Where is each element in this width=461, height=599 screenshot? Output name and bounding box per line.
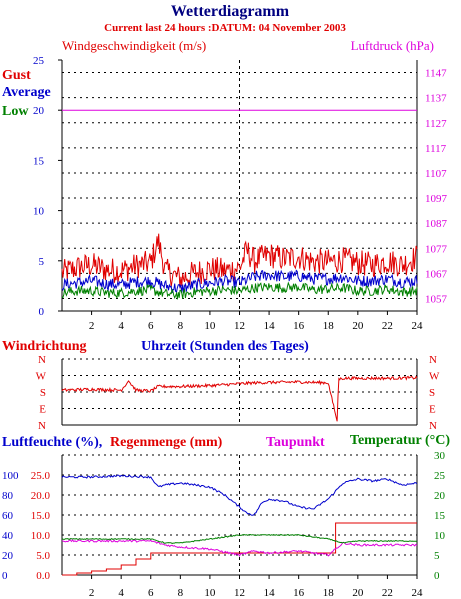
- legend-low: Low: [2, 104, 29, 119]
- x-tick-label-bottom: 2: [89, 587, 95, 599]
- wind-axis-label: Windgeschwindigkeit (m/s): [62, 38, 206, 53]
- wind-panel: 0 5 10 15 20 25 1057 1067 1077 1087 1097 1107 1117 11…: [33, 55, 448, 332]
- direction-y-tick: N: [38, 420, 46, 432]
- series-average: [61, 269, 418, 294]
- wind-y-tick: 0: [39, 306, 45, 318]
- humidity-y-tick: 60: [2, 510, 14, 522]
- rain-y-tick: 20.0: [31, 490, 51, 502]
- pressure-y-tick: 1147: [425, 68, 447, 80]
- pressure-y-tick: 1137: [425, 93, 447, 105]
- humidity-y-tick: 80: [2, 490, 14, 502]
- temperature-y-tick: 0: [434, 570, 440, 582]
- series-temperatur: [61, 533, 418, 544]
- x-tick-label-bottom: 12: [234, 587, 245, 599]
- pressure-y-tick: 1077: [425, 243, 448, 255]
- temperature-axis-label: Temperatur (°C): [350, 433, 450, 448]
- series-low: [61, 281, 418, 300]
- x-tick-label: 4: [118, 320, 124, 332]
- humidity-y-tick: 40: [2, 530, 14, 542]
- x-tick-label-bottom: 10: [204, 587, 216, 599]
- direction-axis-label: Windrichtung: [2, 339, 87, 354]
- pressure-y-tick: 1107: [425, 168, 447, 180]
- direction-panel: N NW WS SE EN N: [36, 354, 440, 432]
- humidity-y-tick: 20: [2, 550, 14, 562]
- x-tick-label-bottom: 22: [382, 587, 393, 599]
- rain-y-tick: 25.0: [31, 470, 51, 482]
- x-tick-label: 22: [382, 320, 393, 332]
- wind-y-tick: 5: [39, 256, 45, 268]
- x-tick-label: 14: [264, 320, 276, 332]
- pressure-axis-label: Luftdruck (hPa): [351, 38, 434, 53]
- x-tick-label-bottom: 18: [323, 587, 335, 599]
- pressure-y-tick: 1117: [425, 143, 447, 155]
- temperature-y-tick: 30: [434, 450, 446, 462]
- series-windrichtung: [61, 375, 418, 422]
- x-tick-label-bottom: 4: [118, 587, 124, 599]
- legend-gust: Gust: [2, 68, 31, 83]
- time-axis-label: Uhrzeit (Stunden des Tages): [141, 339, 309, 354]
- series-regenmenge: [62, 522, 417, 576]
- direction-y-tick: E: [39, 404, 46, 416]
- rain-y-tick: 5.0: [36, 550, 50, 562]
- humidity-panel: 0 0.0 20 5.0 40 10.0 60 15.0 80 20.0 100 25.0 0 5 10 15…: [2, 450, 446, 599]
- wind-y-tick: 20: [33, 105, 45, 117]
- x-tick-label-bottom: 16: [293, 587, 305, 599]
- legend-average: Average: [2, 85, 51, 100]
- x-tick-label: 16: [293, 320, 305, 332]
- series-gust: [61, 233, 418, 289]
- wind-y-tick: 15: [33, 155, 45, 167]
- dewpoint-label: Taupunkt: [266, 435, 325, 450]
- direction-y2-tick: S: [429, 387, 435, 399]
- pressure-y-tick: 1127: [425, 118, 447, 130]
- humidity-axis-label: Luftfeuchte (%),: [2, 435, 102, 450]
- x-tick-label: 2: [89, 320, 95, 332]
- direction-y2-tick: N: [429, 354, 437, 366]
- chart-title: Wetterdiagramm: [171, 3, 290, 20]
- direction-y2-tick: W: [429, 371, 440, 383]
- temperature-y-tick: 15: [434, 510, 446, 522]
- direction-y-tick: N: [38, 354, 46, 366]
- wind-y-tick: 25: [33, 55, 45, 67]
- temperature-y-tick: 5: [434, 550, 440, 562]
- humidity-y-tick: 100: [2, 470, 19, 482]
- series-luftfeuchte: [61, 474, 418, 516]
- x-tick-label: 8: [178, 320, 184, 332]
- series-taupunkt: [61, 539, 418, 557]
- temperature-y-tick: 20: [434, 490, 446, 502]
- x-tick-label-bottom: 6: [148, 587, 154, 599]
- rain-y-tick: 10.0: [31, 530, 51, 542]
- x-tick-label: 10: [204, 320, 216, 332]
- x-tick-label: 6: [148, 320, 154, 332]
- chart-subtitle: Current last 24 hours :DATUM: 04 Novembe…: [104, 22, 346, 34]
- temperature-y-tick: 10: [434, 530, 446, 542]
- direction-y-tick: W: [36, 371, 47, 383]
- pressure-y-tick: 1087: [425, 218, 448, 230]
- rain-y-tick: 0.0: [36, 570, 50, 582]
- direction-y2-tick: N: [429, 420, 437, 432]
- x-tick-label: 12: [234, 320, 245, 332]
- x-tick-label: 24: [412, 320, 424, 332]
- direction-y2-tick: E: [429, 404, 436, 416]
- x-tick-label: 18: [323, 320, 335, 332]
- rain-axis-label: Regenmenge (mm): [110, 435, 223, 450]
- x-tick-label-bottom: 24: [412, 587, 424, 599]
- x-tick-label-bottom: 8: [178, 587, 184, 599]
- x-tick-label-bottom: 14: [264, 587, 276, 599]
- direction-y-tick: S: [40, 387, 46, 399]
- x-tick-label-bottom: 20: [352, 587, 364, 599]
- humidity-y-tick: 0: [2, 570, 8, 582]
- pressure-y-tick: 1057: [425, 293, 448, 305]
- rain-y-tick: 15.0: [31, 510, 51, 522]
- wind-y-tick: 10: [33, 206, 45, 218]
- pressure-y-tick: 1097: [425, 193, 448, 205]
- pressure-y-tick: 1067: [425, 268, 448, 280]
- temperature-y-tick: 25: [434, 470, 446, 482]
- x-tick-label: 20: [352, 320, 364, 332]
